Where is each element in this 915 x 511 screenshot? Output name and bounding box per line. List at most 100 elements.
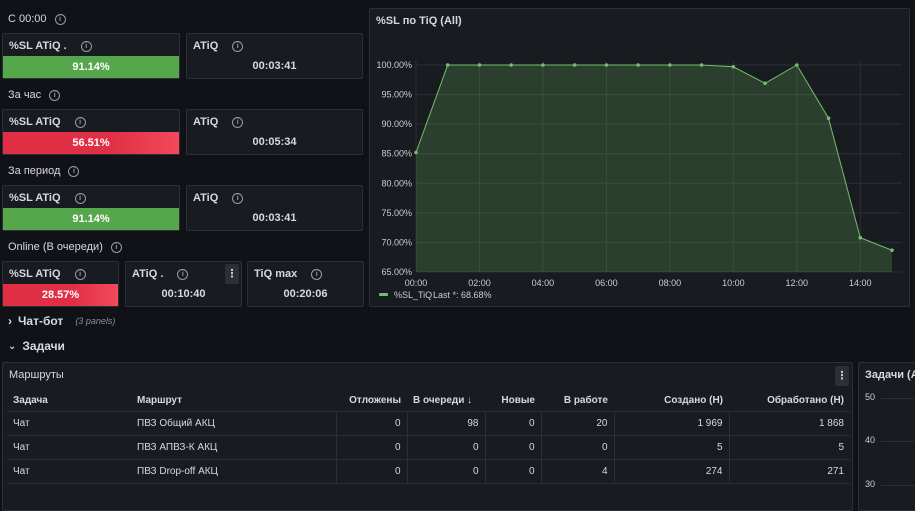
atiq-value: 00:03:41 bbox=[252, 212, 297, 224]
atiq-value: 00:03:41 bbox=[252, 60, 297, 72]
row-title-period: За период i bbox=[8, 165, 80, 177]
chevron-down-icon: ⌄ bbox=[8, 340, 17, 352]
legend-last-value: Last *: 68.68% bbox=[433, 290, 492, 300]
info-icon[interactable]: i bbox=[177, 268, 189, 280]
data-point bbox=[826, 116, 831, 121]
sl-value-bar: 91.14% bbox=[3, 208, 179, 230]
legend-swatch bbox=[379, 293, 388, 296]
data-point bbox=[795, 63, 799, 67]
data-point bbox=[890, 248, 894, 253]
column-header[interactable]: Новые bbox=[485, 389, 541, 412]
x-tick-label: 14:00 bbox=[849, 278, 872, 288]
x-tick-label: 06:00 bbox=[595, 278, 618, 288]
data-point bbox=[668, 63, 672, 67]
y-tick-label: 65.00% bbox=[381, 267, 412, 277]
data-point bbox=[858, 235, 863, 240]
data-point bbox=[414, 150, 418, 155]
y-tick-label: 95.00% bbox=[381, 90, 412, 100]
y-tick-label: 70.00% bbox=[381, 237, 412, 247]
section-chatbot[interactable]: › Чат-бот (3 panels) bbox=[8, 314, 116, 328]
legend-series-name: %SL_TiQ bbox=[394, 290, 432, 300]
tick-label: 40 bbox=[865, 435, 876, 445]
table-row[interactable]: Чат ПВЗ Общий АКЦ 0 98 0 20 1 969 1 868 bbox=[7, 411, 850, 436]
info-icon[interactable]: i bbox=[68, 165, 80, 177]
x-tick-label: 10:00 bbox=[722, 278, 745, 288]
panel-atiq-since-midnight[interactable]: ATiQ i 00:03:41 bbox=[186, 33, 363, 79]
sl-value-bar: 56.51% bbox=[3, 132, 179, 154]
tasks-title: Задачи (All bbox=[865, 369, 915, 381]
info-icon[interactable]: i bbox=[54, 13, 66, 25]
chevron-right-icon: › bbox=[8, 314, 12, 328]
routes-table: Задача Маршрут Отложены В очереди ↓ Новы… bbox=[7, 389, 850, 484]
series-line bbox=[415, 64, 893, 251]
column-header[interactable]: Отложены bbox=[336, 389, 407, 412]
info-icon[interactable]: i bbox=[80, 40, 92, 52]
section-tasks[interactable]: ⌄ Задачи bbox=[8, 339, 65, 353]
panel-sl-by-tiq-chart[interactable]: %SL по TiQ (All) 100.00% 95.00% 90.00% 85.0… bbox=[369, 8, 910, 307]
series-area bbox=[416, 65, 892, 272]
row-title-online: Online (В очереди) i bbox=[8, 241, 122, 253]
data-point bbox=[763, 81, 767, 86]
panel-atiq-last-hour[interactable]: ATiQ i 00:05:34 bbox=[186, 109, 363, 155]
panel-tiq-max-online[interactable]: TiQ max i 00:20:06 bbox=[247, 261, 364, 307]
tick-label: 30 bbox=[865, 479, 876, 489]
info-icon[interactable]: i bbox=[74, 116, 86, 128]
column-header[interactable]: Маршрут bbox=[131, 389, 336, 412]
data-point bbox=[572, 63, 577, 67]
column-header[interactable]: В очереди ↓ bbox=[407, 389, 485, 412]
info-icon[interactable]: i bbox=[232, 40, 244, 52]
x-tick-label: 12:00 bbox=[786, 278, 809, 288]
info-icon[interactable]: i bbox=[110, 241, 122, 253]
panel-sl-atiq-since-midnight[interactable]: %SL ATiQ .i 91.14% bbox=[2, 33, 180, 79]
info-icon[interactable]: i bbox=[232, 116, 244, 128]
x-tick-label: 08:00 bbox=[659, 278, 682, 288]
info-icon[interactable]: i bbox=[74, 192, 86, 204]
tick-label: 50 bbox=[865, 392, 876, 402]
y-tick-label: 85.00% bbox=[381, 149, 412, 159]
info-icon[interactable]: i bbox=[311, 268, 323, 280]
info-icon[interactable]: i bbox=[49, 89, 61, 101]
table-row[interactable]: Чат ПВЗ Drop-off АКЦ 0 0 0 4 274 271 bbox=[7, 459, 850, 484]
panel-sl-atiq-period[interactable]: %SL ATiQ i 91.14% bbox=[2, 185, 180, 231]
data-point bbox=[731, 64, 736, 69]
atiq-value: 00:05:34 bbox=[252, 136, 297, 148]
y-tick-label: 80.00% bbox=[381, 178, 412, 188]
panel-atiq-online[interactable]: ATiQ .i ⋮ 00:10:40 bbox=[125, 261, 242, 307]
routes-title: Маршруты bbox=[9, 369, 64, 381]
data-point bbox=[509, 63, 513, 67]
y-tick-label: 90.00% bbox=[381, 119, 412, 129]
column-header[interactable]: Задача bbox=[7, 389, 131, 412]
row-title-last-hour: За час i bbox=[8, 89, 61, 101]
column-header[interactable]: Создано (Н) bbox=[614, 389, 729, 412]
data-point bbox=[636, 63, 640, 67]
table-header-row: Задача Маршрут Отложены В очереди ↓ Новы… bbox=[7, 389, 850, 412]
sl-value-bar: 91.14% bbox=[3, 56, 179, 78]
sl-tiq-chart: 100.00% 95.00% 90.00% 85.00% 80.00% 75.00% 70.… bbox=[376, 60, 902, 300]
panel-menu-button[interactable]: ⋮ bbox=[225, 264, 239, 284]
column-header[interactable]: Обработано (Н) bbox=[729, 389, 850, 412]
panel-sl-atiq-last-hour[interactable]: %SL ATiQ i 56.51% bbox=[2, 109, 180, 155]
panel-menu-button[interactable]: ⋮ bbox=[835, 366, 849, 386]
atiq-value: 00:10:40 bbox=[161, 288, 206, 300]
y-tick-label: 75.00% bbox=[381, 208, 412, 218]
panel-atiq-period[interactable]: ATiQ i 00:03:41 bbox=[186, 185, 363, 231]
sl-value-bar: 28.57% bbox=[3, 284, 118, 306]
grid-line bbox=[881, 398, 915, 399]
tiq-max-value: 00:20:06 bbox=[283, 288, 328, 300]
data-point bbox=[604, 63, 609, 67]
panel-tasks-chart[interactable]: Задачи (All 50 40 30 bbox=[858, 362, 915, 511]
x-tick-label: 00:00 bbox=[405, 278, 428, 288]
info-icon[interactable]: i bbox=[74, 268, 86, 280]
info-icon[interactable]: i bbox=[232, 192, 244, 204]
table-row[interactable]: Чат ПВЗ АПВЗ-К АКЦ 0 0 0 0 5 5 bbox=[7, 435, 850, 460]
panel-sl-atiq-online[interactable]: %SL ATiQ i 28.57% bbox=[2, 261, 119, 307]
y-tick-label: 100.00% bbox=[376, 60, 412, 70]
column-header[interactable]: В работе bbox=[541, 389, 614, 412]
x-tick-label: 04:00 bbox=[532, 278, 555, 288]
row-title-since-midnight: С 00:00 i bbox=[8, 13, 66, 25]
data-point bbox=[699, 63, 704, 67]
data-point bbox=[477, 63, 482, 67]
panel-routes[interactable]: Маршруты ⋮ Задача Маршрут Отложены В оче… bbox=[2, 362, 853, 511]
data-point bbox=[445, 63, 450, 67]
chart-title: %SL по TiQ (All) bbox=[376, 15, 462, 27]
